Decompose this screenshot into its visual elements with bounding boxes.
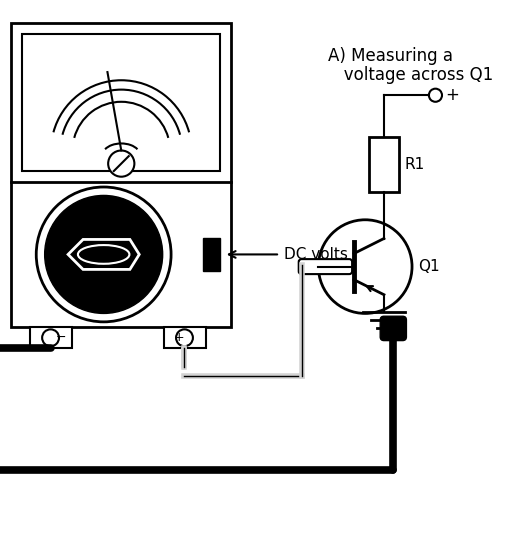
FancyBboxPatch shape	[298, 259, 352, 274]
Bar	[369, 137, 399, 192]
Text: −: −	[55, 331, 66, 344]
Circle shape	[429, 89, 442, 102]
Circle shape	[45, 196, 163, 314]
Bar	[164, 327, 206, 348]
Text: +: +	[446, 87, 460, 104]
Text: R1: R1	[405, 157, 425, 172]
Text: voltage across Q1: voltage across Q1	[328, 66, 493, 84]
Text: Q1: Q1	[418, 259, 439, 274]
Bar	[30, 327, 72, 348]
Bar	[11, 23, 231, 327]
Text: A) Measuring a: A) Measuring a	[328, 47, 453, 65]
Circle shape	[36, 187, 171, 322]
Polygon shape	[68, 240, 139, 269]
Bar	[22, 34, 220, 171]
FancyBboxPatch shape	[380, 316, 407, 341]
Circle shape	[42, 329, 59, 346]
Circle shape	[176, 329, 193, 346]
Circle shape	[318, 220, 412, 314]
Circle shape	[108, 150, 134, 177]
Bar	[203, 237, 220, 271]
Text: +: +	[173, 331, 184, 344]
Text: DC volts: DC volts	[284, 247, 347, 262]
